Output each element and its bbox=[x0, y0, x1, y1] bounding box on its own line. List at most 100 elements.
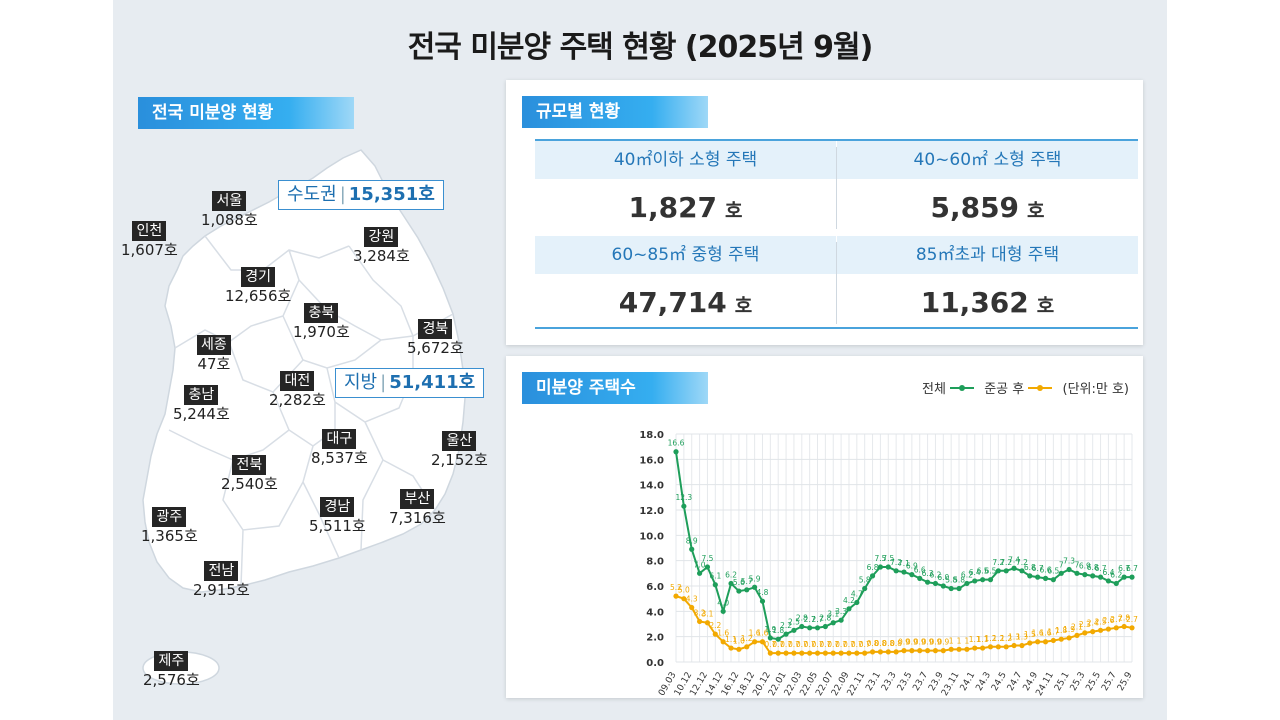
capital-area-separator: | bbox=[339, 184, 346, 205]
data-point-after-completion bbox=[987, 644, 994, 650]
data-point-after-completion bbox=[1050, 637, 1056, 644]
data-label-after-completion: 5.0 bbox=[678, 586, 690, 595]
data-label-total: 6.5 bbox=[977, 567, 989, 576]
data-point-after-completion bbox=[1074, 632, 1080, 638]
x-tick-label: 23.7 bbox=[912, 671, 931, 693]
data-point-total bbox=[1121, 574, 1127, 580]
region-chungbuk: 충북 1,970호 bbox=[293, 302, 350, 341]
size-grid: 40㎡이하 소형 주택 1,827 호 40~60㎡ 소형 주택 5,859 호 6… bbox=[535, 139, 1138, 329]
data-label-total: 7 bbox=[1059, 560, 1064, 569]
data-label-after-completion: 1.2 bbox=[992, 634, 1004, 643]
data-label-total: 1.9 bbox=[764, 625, 776, 634]
data-point-total bbox=[822, 623, 828, 630]
data-label-total: 6.6 bbox=[1040, 565, 1052, 574]
data-point-after-completion bbox=[752, 639, 758, 645]
data-point-total bbox=[838, 617, 844, 623]
data-point-total bbox=[1058, 570, 1064, 576]
capital-area-value: 15,351호 bbox=[348, 184, 435, 205]
legend-after-swatch bbox=[1028, 385, 1053, 391]
x-tick-label: 25.5 bbox=[1084, 671, 1103, 693]
data-label-after-completion: 1.6 bbox=[757, 629, 769, 638]
region-busan: 부산 7,316호 bbox=[389, 488, 446, 527]
data-point-after-completion bbox=[948, 646, 954, 652]
size-cell-value: 1,827 호 bbox=[535, 179, 836, 236]
data-label-after-completion: 3.1 bbox=[701, 610, 713, 619]
data-label-after-completion: 0.9 bbox=[906, 638, 918, 647]
data-point-total bbox=[830, 620, 836, 626]
data-label-total: 6.3 bbox=[922, 569, 934, 578]
region-name: 세종 bbox=[197, 335, 231, 355]
data-point-total bbox=[1011, 565, 1017, 571]
x-tick-label: 25.1 bbox=[1053, 671, 1072, 693]
x-tick-label: 25.7 bbox=[1100, 671, 1119, 693]
data-label-after-completion: 0.8 bbox=[874, 639, 886, 648]
data-label-after-completion: 0.9 bbox=[898, 638, 910, 647]
data-label-after-completion: 0.9 bbox=[922, 638, 934, 647]
data-label-after-completion: 3.2 bbox=[694, 608, 706, 617]
data-label-after-completion: 1.2 bbox=[985, 634, 997, 643]
data-label-after-completion: 1.2 bbox=[741, 634, 753, 643]
size-cell-value: 47,714 호 bbox=[535, 274, 836, 331]
data-label-total: 6.2 bbox=[725, 570, 737, 579]
x-tick-label: 25.3 bbox=[1069, 671, 1088, 693]
data-point-total bbox=[846, 606, 852, 612]
data-point-total bbox=[783, 631, 789, 637]
data-point-total bbox=[877, 564, 884, 570]
data-point-total bbox=[1097, 574, 1104, 580]
data-point-total bbox=[964, 580, 970, 587]
legend-total-label: 전체 bbox=[922, 382, 946, 397]
data-point-total bbox=[814, 625, 821, 631]
data-point-total bbox=[1105, 578, 1112, 584]
data-label-total: 6.5 bbox=[1047, 567, 1059, 576]
data-label-total: 6.4 bbox=[1102, 568, 1114, 577]
data-point-after-completion bbox=[909, 648, 915, 654]
local-area-box: 지방 | 51,411호 bbox=[335, 368, 485, 398]
data-point-total bbox=[720, 608, 726, 614]
national-section-label: 전국 미분양 현황 bbox=[138, 97, 354, 129]
size-cell-value: 5,859 호 bbox=[837, 179, 1138, 236]
data-point-after-completion bbox=[893, 649, 899, 655]
y-tick-label: 18.0 bbox=[639, 430, 664, 441]
region-gyeongbuk: 경북 5,672호 bbox=[407, 318, 464, 357]
data-label-total: 7.5 bbox=[874, 554, 886, 563]
data-label-after-completion: 1.9 bbox=[1063, 625, 1075, 634]
data-label-after-completion: 0.9 bbox=[914, 638, 926, 647]
data-label-after-completion: 1 bbox=[965, 636, 970, 645]
data-point-total bbox=[744, 587, 750, 593]
data-point-after-completion bbox=[689, 604, 695, 611]
region-name: 인천 bbox=[132, 221, 167, 241]
data-label-after-completion: 0.8 bbox=[867, 639, 879, 648]
data-point-after-completion bbox=[972, 645, 978, 651]
size-cell-number: 47,714 bbox=[618, 286, 727, 319]
region-value: 2,282호 bbox=[269, 391, 326, 409]
region-value: 2,152호 bbox=[431, 451, 488, 469]
data-label-total: 7.5 bbox=[882, 554, 894, 563]
region-gyeongnam: 경남 5,511호 bbox=[309, 496, 366, 535]
data-label-total: 6.1 bbox=[709, 572, 721, 581]
data-point-after-completion bbox=[1027, 640, 1033, 646]
data-label-total: 6.7 bbox=[1095, 564, 1107, 573]
data-label-after-completion: 0.7 bbox=[835, 640, 847, 649]
data-label-total: 6.2 bbox=[1110, 570, 1122, 579]
x-tick-label: 24.1 bbox=[959, 671, 978, 693]
data-label-total: 7.0 bbox=[694, 560, 706, 569]
data-label-after-completion: 0.7 bbox=[812, 640, 824, 649]
data-label-after-completion: 1.7 bbox=[1047, 627, 1059, 636]
region-name: 대구 bbox=[322, 429, 357, 449]
data-label-total: 6.7 bbox=[1126, 564, 1138, 573]
data-point-total bbox=[924, 579, 931, 585]
data-label-after-completion: 1.6 bbox=[749, 629, 761, 638]
region-sejong: 세종 47호 bbox=[197, 334, 231, 373]
data-point-total bbox=[1027, 573, 1033, 579]
size-grid-divider bbox=[836, 242, 837, 324]
region-name: 경기 bbox=[241, 267, 276, 287]
infographic-canvas: 전국 미분양 주택 현황 (2025년 9월) 전국 미분양 현황 수도권 | 15… bbox=[113, 0, 1167, 720]
data-label-after-completion: 0.7 bbox=[851, 640, 863, 649]
data-point-after-completion bbox=[1113, 625, 1119, 631]
x-tick-label: 23.3 bbox=[880, 671, 899, 693]
data-label-total: 4.7 bbox=[851, 589, 863, 598]
size-cell-unit: 호 bbox=[734, 295, 753, 317]
data-label-total: 2.2 bbox=[780, 621, 792, 630]
data-label-after-completion: 0.7 bbox=[859, 640, 871, 649]
data-label-total: 2.8 bbox=[796, 614, 808, 623]
